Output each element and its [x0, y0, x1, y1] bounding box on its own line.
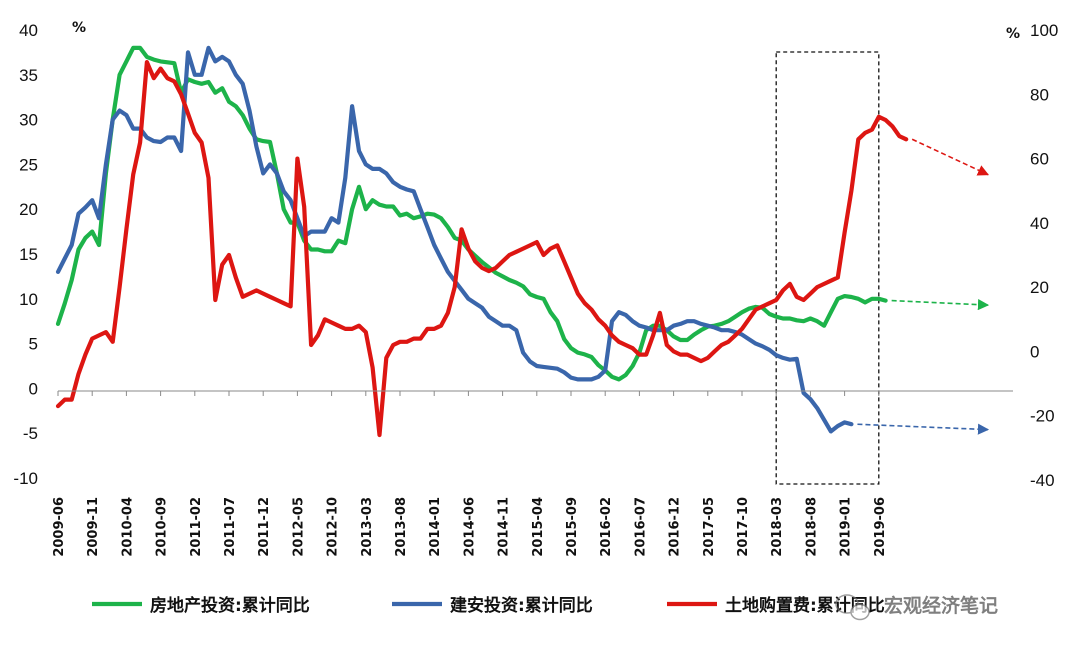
y-right-tick-label: 60 — [1030, 150, 1049, 169]
x-tick-label: 2014-01 — [428, 497, 443, 557]
x-tick-label: 2017-05 — [702, 497, 717, 557]
y-left-tick-label: 40 — [19, 21, 38, 40]
x-tick-label: 2018-08 — [804, 497, 819, 557]
y-left-tick-label: -10 — [13, 469, 38, 488]
y-left-tick-label: -5 — [23, 424, 38, 443]
x-tick-label: 2014-11 — [497, 497, 512, 557]
x-tick-label: 2013-03 — [360, 497, 375, 557]
x-tick-label: 2011-12 — [257, 497, 272, 557]
legend-label: 土地购置费:累计同比 — [725, 595, 885, 616]
x-tick-label: 2019-06 — [873, 497, 888, 557]
series-line — [55, 59, 909, 438]
y-right-unit: % — [1006, 26, 1020, 42]
y-left-tick-label: 5 — [29, 335, 38, 354]
y-right-tick-label: -40 — [1030, 471, 1055, 490]
x-tick-label: 2010-09 — [155, 497, 170, 557]
x-tick-label: 2009-11 — [86, 497, 101, 557]
x-tick-label: 2009-06 — [52, 497, 67, 557]
y-right-tick-label: 40 — [1030, 214, 1049, 233]
x-tick-label: 2012-10 — [326, 497, 341, 557]
x-tick-label: 2015-04 — [531, 497, 546, 557]
x-tick-label: 2015-09 — [565, 497, 580, 557]
y-right-tick-label: -20 — [1030, 407, 1055, 426]
x-tick-label: 2011-02 — [189, 497, 204, 557]
axes: -10 -5 0 5 10 15 20 25 30 35 40 % -40 -20 0 20 40 60 80 100… — [13, 20, 1058, 557]
legend-label: 房地产投资:累计同比 — [150, 595, 310, 616]
trend-arrow — [911, 138, 990, 176]
trend-arrow — [857, 423, 990, 435]
y-left-unit: % — [72, 20, 86, 36]
x-tick-label: 2016-07 — [633, 497, 648, 557]
y-left-tick-label: 30 — [19, 111, 38, 130]
watermark: 宏观经济笔记 — [835, 594, 998, 621]
x-tick-label: 2019-01 — [839, 497, 854, 557]
trend-arrow — [891, 299, 990, 311]
x-tick-label: 2017-10 — [736, 497, 751, 557]
legend: 房地产投资:累计同比 建安投资:累计同比 土地购置费:累计同比 — [92, 595, 885, 616]
y-left-tick-label: 15 — [19, 245, 38, 264]
y-left-tick-label: 35 — [19, 66, 38, 85]
wechat-icon-bubble — [850, 603, 870, 621]
x-tick-label: 2012-05 — [291, 497, 306, 557]
y-left-tick-label: 25 — [19, 155, 38, 174]
forecast-highlight-box — [775, 51, 880, 485]
y-left-tick-label: 10 — [19, 290, 38, 309]
x-tick-label: 2018-03 — [770, 497, 785, 557]
y-right-tick-label: 0 — [1030, 342, 1039, 361]
y-right-tick-label: 100 — [1030, 21, 1058, 40]
y-left-tick-label: 20 — [19, 200, 38, 219]
legend-label: 建安投资:累计同比 — [450, 595, 593, 616]
y-right-tick-label: 80 — [1030, 85, 1049, 104]
plot-area — [55, 45, 990, 485]
wechat-icon — [835, 594, 870, 621]
x-tick-label: 2011-07 — [223, 497, 238, 557]
x-tick-label: 2013-08 — [394, 497, 409, 557]
x-tick-label: 2016-12 — [668, 497, 683, 557]
x-tick-label: 2014-06 — [462, 497, 477, 557]
y-right-tick-label: 20 — [1030, 278, 1049, 297]
x-tick-label: 2016-02 — [599, 497, 614, 557]
x-tick-label: 2010-04 — [120, 497, 135, 557]
y-left-tick-label: 0 — [29, 379, 38, 398]
watermark-text: 宏观经济笔记 — [884, 594, 998, 617]
